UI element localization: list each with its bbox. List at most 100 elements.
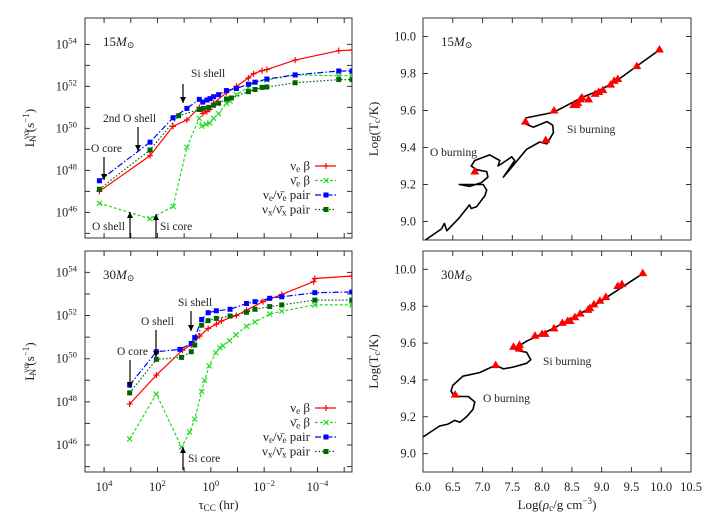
triangle-marker	[565, 316, 575, 324]
plus-marker	[126, 401, 133, 408]
panel-top-left: 1046 1048 1050 1052 1054 15M⊙ LναN (s−1) νe βν̄…	[21, 17, 353, 239]
plot-frame	[84, 250, 353, 473]
cross-marker	[153, 391, 160, 397]
triangle-marker	[491, 360, 501, 369]
panel-title: 15M⊙	[103, 34, 134, 50]
panel-title: 15M⊙	[441, 34, 472, 50]
square-marker	[199, 322, 205, 328]
cross-marker	[198, 388, 205, 395]
x-tick-label: 10−2	[253, 478, 275, 494]
annotation-label: Si shell	[191, 68, 225, 80]
arrowhead-icon	[153, 351, 159, 357]
square-marker	[292, 72, 298, 78]
cross-marker	[210, 115, 217, 122]
triangle-marker	[584, 94, 594, 103]
y-tick-label: 10.0	[394, 30, 416, 44]
cross-marker	[223, 100, 230, 107]
y-tick-label: 9.6	[400, 336, 416, 350]
panel-bottom-right: 9.0 9.2 9.4 9.6 9.8 10.0 6.0 6.5 7.0 7.5 8.0 8.5 9.0…	[366, 250, 702, 513]
cross-marker	[186, 429, 193, 435]
square-marker	[207, 96, 213, 102]
cross-marker	[196, 115, 203, 122]
cross-marker	[183, 144, 190, 151]
y-tick-label: 1054	[56, 263, 78, 279]
data-layer	[424, 44, 664, 240]
legend-label: νx/ν̄x pair	[262, 444, 311, 460]
cross-marker	[198, 123, 205, 130]
triangle-marker	[613, 74, 623, 83]
square-marker	[205, 318, 211, 324]
y-tick-label: 9.6	[400, 104, 416, 118]
y-tick-label: 9.8	[400, 67, 416, 81]
square-marker	[349, 297, 352, 303]
cross-marker	[266, 311, 273, 317]
cross-marker	[278, 308, 285, 315]
cross-marker	[323, 419, 329, 426]
y-tick-label: 9.2	[400, 178, 416, 192]
square-marker	[199, 316, 205, 322]
square-marker	[264, 84, 270, 90]
square-marker	[233, 86, 239, 92]
annotation-label: Si burning	[543, 356, 591, 368]
series-nue_pair	[96, 68, 352, 184]
square-marker	[323, 192, 329, 198]
plus-marker	[170, 123, 177, 130]
square-marker	[267, 295, 273, 301]
x-tick-label: 7.5	[505, 480, 521, 494]
y-tick-label: 1048	[56, 393, 78, 409]
square-marker	[213, 308, 219, 314]
y-tick-label: 10.0	[394, 262, 416, 276]
square-marker	[323, 449, 329, 454]
arrowhead-icon	[127, 212, 133, 218]
square-marker	[213, 315, 219, 321]
plus-marker	[213, 321, 220, 328]
x-tick-label: 6.0	[415, 480, 431, 494]
square-marker	[243, 301, 249, 307]
legend-label: νe/ν̄e pair	[263, 429, 311, 445]
triangle-marker	[549, 323, 559, 332]
cross-marker	[220, 342, 226, 349]
plus-marker	[233, 312, 240, 319]
y-tick-label: 1050	[56, 350, 78, 366]
cross-marker	[252, 319, 258, 325]
arrowhead-icon	[188, 325, 194, 331]
square-marker	[223, 96, 229, 102]
square-marker	[188, 349, 194, 355]
plot-frame	[422, 250, 692, 473]
series-nue_pair	[127, 289, 352, 388]
x-tick-label: 6.5	[445, 480, 461, 494]
data-layer	[96, 46, 352, 222]
annotation-label: O shell	[92, 221, 125, 233]
annotation-label: 2nd O shell	[103, 113, 156, 125]
legend-label: ν̄e β	[290, 415, 310, 431]
plus-marker	[147, 152, 154, 159]
y-tick-label: 1050	[56, 119, 78, 135]
cross-marker	[170, 203, 176, 210]
square-marker	[127, 390, 133, 396]
plus-marker	[205, 325, 212, 332]
square-marker	[227, 306, 233, 312]
cross-marker	[232, 332, 239, 338]
plus-marker	[245, 74, 252, 81]
square-marker	[177, 346, 183, 352]
square-marker	[323, 434, 329, 440]
series-nuebar_beta	[96, 72, 352, 222]
square-marker	[312, 297, 318, 303]
square-marker	[147, 147, 153, 153]
triangle-marker	[541, 135, 551, 144]
annotation-label: O burning	[483, 393, 530, 405]
legend-label: νe β	[290, 158, 310, 174]
series-nux_pair	[96, 77, 352, 192]
arrowhead-icon	[101, 174, 107, 180]
square-marker	[153, 356, 159, 362]
plus-marker	[153, 372, 160, 379]
series-line	[129, 275, 352, 405]
triangle-marker	[520, 117, 530, 125]
y-tick-label: 1052	[56, 77, 77, 93]
square-marker	[252, 86, 258, 92]
cross-marker	[311, 302, 318, 308]
panel-title: 30M⊙	[441, 267, 472, 283]
series-line	[129, 299, 352, 394]
square-marker	[267, 304, 273, 310]
square-marker	[279, 302, 285, 308]
